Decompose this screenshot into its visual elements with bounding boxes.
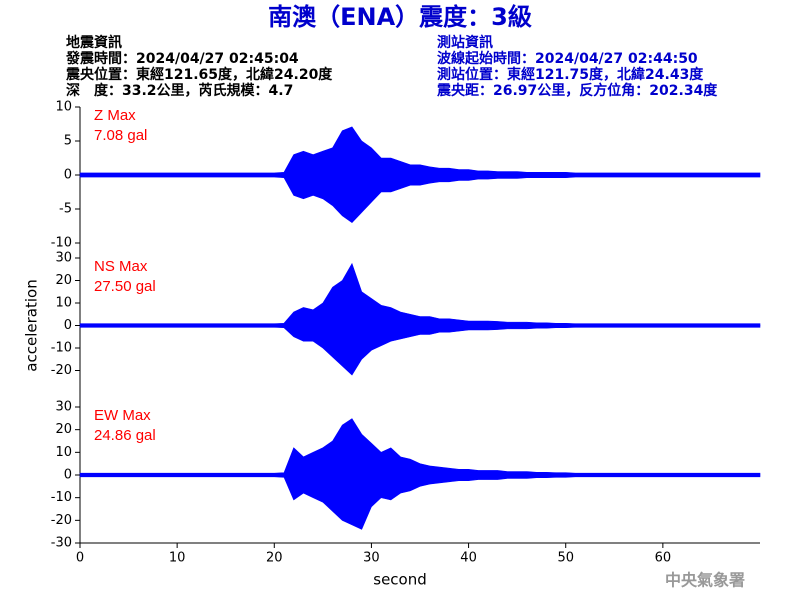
y-axis-label: acceleration [23, 279, 41, 371]
waveform [79, 174, 761, 223]
y-tick-label: 30 [55, 400, 72, 415]
y-tick-label: 0 [64, 468, 72, 483]
annotation: EW Max [94, 407, 151, 424]
y-tick-label: -20 [51, 513, 72, 528]
footer: 中央氣象署 [665, 571, 745, 590]
x-tick-label: 0 [76, 551, 84, 566]
info-line: 發震時間：2024/04/27 02:45:04 [65, 50, 299, 67]
y-tick-label: -10 [51, 341, 72, 356]
y-tick-label: 20 [55, 422, 72, 437]
y-tick-label: 0 [64, 168, 72, 183]
waveform [79, 418, 761, 476]
annotation: 27.50 gal [94, 278, 156, 295]
waveform [79, 126, 761, 176]
info-right: 測站資訊 波線起始時間：2024/04/27 02:44:50 測站位置：東經1… [436, 34, 718, 99]
y-tick-label: 10 [55, 296, 72, 311]
info-line: 震央位置：東經121.65度，北緯24.20度 [65, 66, 333, 83]
x-tick-label: 20 [266, 551, 283, 566]
x-tick-label: 40 [460, 551, 477, 566]
waveform [79, 325, 761, 376]
y-tick-label: 10 [55, 445, 72, 460]
y-tick-label: 5 [64, 134, 72, 149]
y-tick-label: 10 [55, 100, 72, 115]
info-line: 測站位置：東經121.75度，北緯24.43度 [437, 66, 704, 83]
x-tick-label: 30 [363, 551, 380, 566]
info-line: 震央距：26.97公里，反方位角：202.34度 [436, 82, 718, 99]
annotation: Z Max [94, 107, 136, 124]
y-tick-label: -30 [51, 536, 72, 551]
annotation: 24.86 gal [94, 427, 156, 444]
info-line: 地震資訊 [66, 34, 122, 51]
waveform [79, 262, 761, 326]
x-tick-label: 60 [655, 551, 672, 566]
info-line: 深 度：33.2公里，芮氏規模：4.7 [66, 82, 293, 99]
annotation: NS Max [94, 258, 148, 275]
y-tick-label: -10 [51, 490, 72, 505]
title: 南澳（ENA）震度：3級 [268, 3, 532, 31]
x-axis-label: second [373, 571, 427, 589]
info-line: 波線起始時間：2024/04/27 02:44:50 [437, 50, 698, 67]
annotation: 7.08 gal [94, 127, 147, 144]
x-tick-label: 50 [557, 551, 574, 566]
waveform [79, 474, 761, 530]
y-tick-label: 20 [55, 273, 72, 288]
y-tick-label: 0 [64, 318, 72, 333]
x-tick-label: 10 [169, 551, 186, 566]
y-tick-label: -5 [59, 202, 72, 217]
info-line: 測站資訊 [437, 34, 493, 51]
info-left: 地震資訊 發震時間：2024/04/27 02:45:04 震央位置：東經121… [65, 34, 333, 99]
y-tick-label: -10 [51, 236, 72, 251]
y-tick-label: -20 [51, 363, 72, 378]
y-tick-label: 30 [55, 251, 72, 266]
